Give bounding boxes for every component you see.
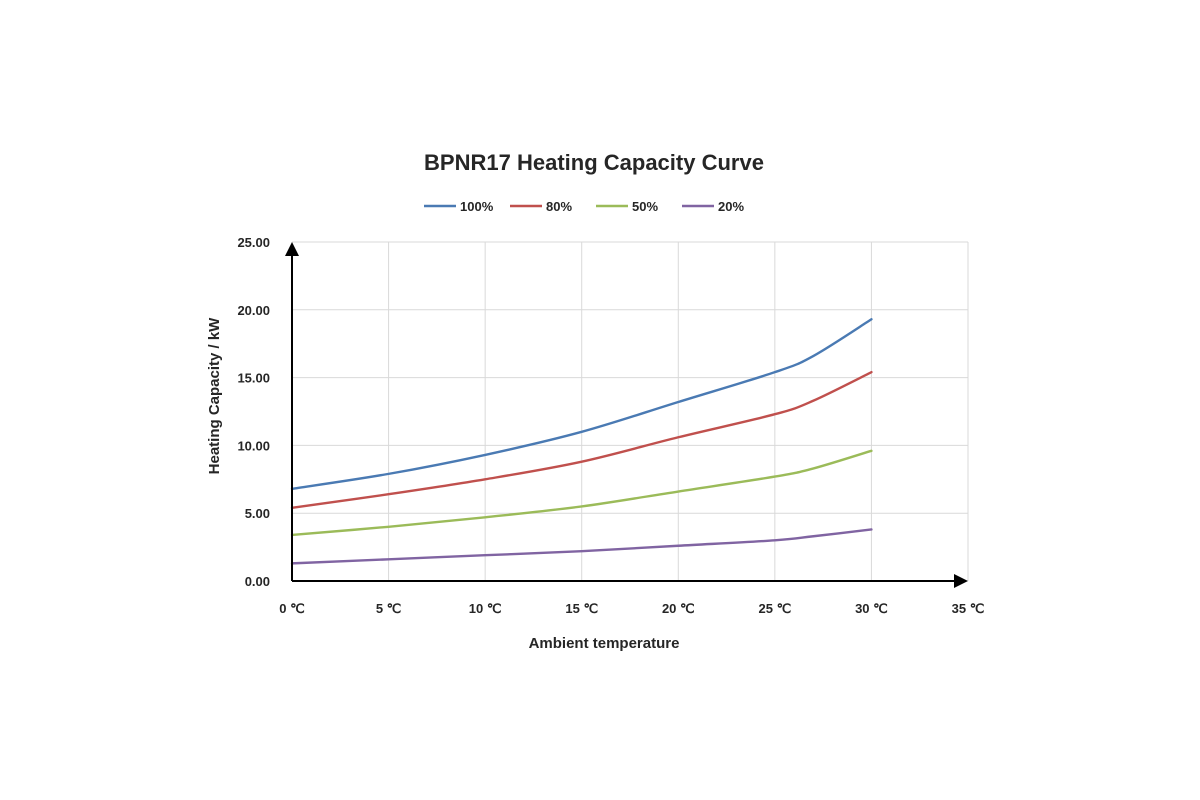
series-line-50pct	[290, 449, 873, 537]
y-axis-arrow-icon	[285, 242, 299, 256]
y-tick-label: 20.00	[237, 303, 270, 318]
tick-labels: 0.00 5.00 10.00 15.00 20.00 25.00 0 ℃ 5 ℃ 10 ℃ 15…	[237, 235, 984, 616]
grid	[292, 241, 969, 581]
legend-label: 100%	[460, 199, 494, 214]
series-line-80pct	[290, 370, 873, 509]
y-axis-title: Heating Capacity / kW	[206, 317, 223, 475]
series-lines	[290, 318, 873, 565]
legend: 100% 80% 50% 20%	[424, 199, 744, 214]
x-tick-label: 25 ℃	[759, 601, 792, 616]
x-tick-label: 5 ℃	[376, 601, 401, 616]
chart-title: BPNR17 Heating Capacity Curve	[424, 150, 764, 175]
y-tick-label: 0.00	[245, 574, 270, 589]
y-tick-label: 25.00	[237, 235, 270, 250]
x-tick-label: 30 ℃	[855, 601, 888, 616]
series-line-100pct	[290, 318, 873, 490]
legend-label: 80%	[546, 199, 572, 214]
legend-label: 20%	[718, 199, 744, 214]
y-tick-label: 5.00	[245, 506, 270, 521]
x-tick-label: 0 ℃	[279, 601, 304, 616]
series-line-20pct	[290, 528, 873, 565]
axes	[285, 242, 968, 588]
y-tick-label: 10.00	[237, 438, 270, 453]
legend-label: 50%	[632, 199, 658, 214]
x-tick-label: 20 ℃	[662, 601, 695, 616]
x-axis-arrow-icon	[954, 574, 968, 588]
x-tick-label: 35 ℃	[952, 601, 985, 616]
x-axis-title: Ambient temperature	[529, 635, 680, 652]
x-tick-label: 15 ℃	[565, 601, 598, 616]
y-tick-label: 15.00	[237, 371, 270, 386]
x-tick-label: 10 ℃	[469, 601, 502, 616]
